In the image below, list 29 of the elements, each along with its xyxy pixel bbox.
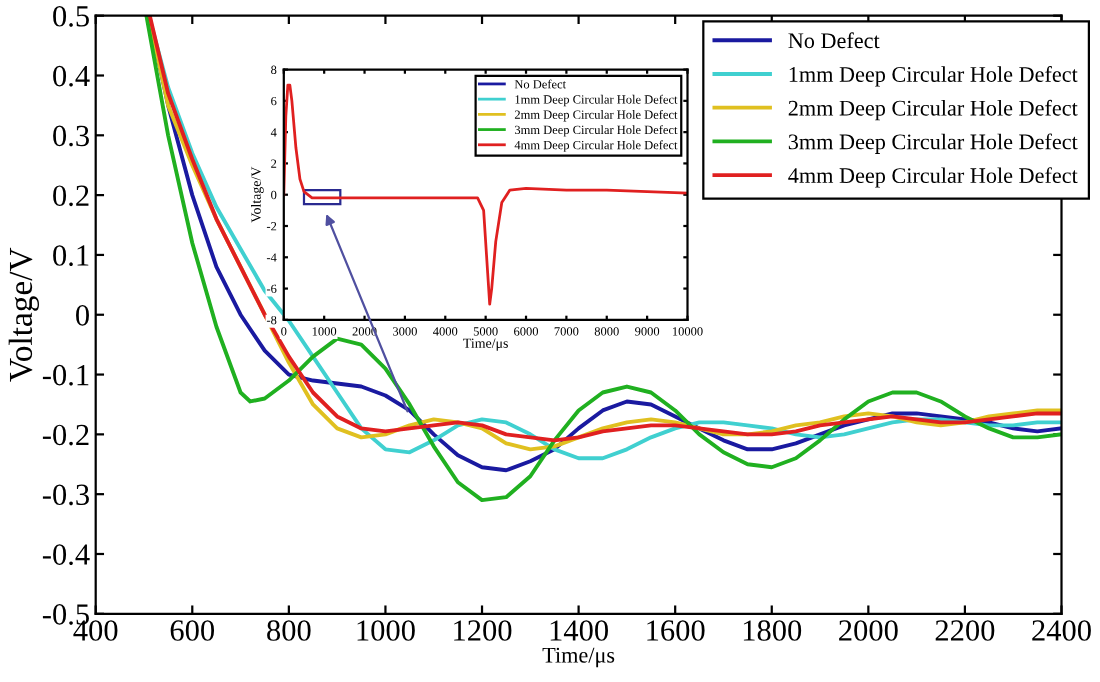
x-tick-label: 2400 bbox=[1032, 620, 1091, 641]
y-tick-label: -0.4 bbox=[42, 544, 90, 566]
y-tick-label: -0.3 bbox=[42, 484, 89, 506]
y-tick-label: 0.1 bbox=[53, 245, 89, 266]
y-tick-label: -0.1 bbox=[42, 364, 89, 386]
legend-label: 4mm Deep Circular Hole Defect bbox=[788, 167, 1078, 188]
x-tick-label: 800 bbox=[267, 620, 311, 641]
y-tick-label: 0.5 bbox=[53, 5, 89, 27]
legend-label: 1mm Deep Circular Hole Defect bbox=[789, 66, 1078, 87]
y-tick-label: -0.2 bbox=[42, 424, 89, 446]
x-tick-label: 1600 bbox=[647, 620, 705, 641]
x-tick-label: 600 bbox=[170, 620, 215, 641]
y-tick-label: 0.2 bbox=[53, 185, 89, 207]
x-tick-label: 2200 bbox=[935, 620, 995, 641]
y-axis-title: Voltage/V bbox=[8, 247, 39, 382]
y-tick-label: 0.3 bbox=[53, 125, 89, 147]
legend-label: 3mm Deep Circular Hole Defect bbox=[788, 133, 1078, 154]
legend-label: 2mm Deep Circular Hole Defect bbox=[788, 99, 1078, 121]
x-tick-label: 1200 bbox=[454, 620, 512, 641]
x-axis-title: Time/μs bbox=[542, 647, 615, 668]
x-tick-label: 1000 bbox=[357, 620, 415, 641]
x-tick-label: 2000 bbox=[839, 620, 898, 641]
legend-label: No Defect bbox=[788, 32, 880, 49]
x-tick-label: 400 bbox=[73, 620, 118, 641]
y-tick-label: 0.4 bbox=[53, 65, 90, 87]
y-tick-label: -0.5 bbox=[42, 604, 89, 625]
line-series bbox=[283, 83, 688, 306]
x-tick-label: 1400 bbox=[550, 620, 608, 641]
x-tick-label: 1800 bbox=[743, 620, 802, 641]
